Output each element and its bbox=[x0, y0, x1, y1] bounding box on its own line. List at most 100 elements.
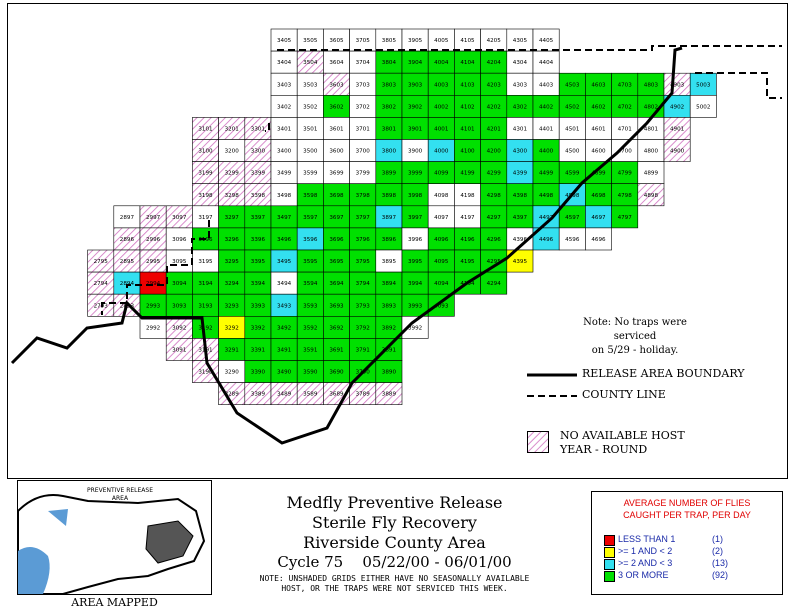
grid-cell-4696 bbox=[585, 227, 612, 251]
grid-cell-label: 4800 bbox=[644, 149, 659, 155]
grid-cell-label: 4105 bbox=[460, 38, 475, 44]
grid-cell-label: 4500 bbox=[565, 149, 580, 155]
grid-cell-label: 4201 bbox=[487, 127, 502, 133]
legend-heading: AVERAGE NUMBER OF FLIES CAUGHT PER TRAP,… bbox=[592, 497, 782, 521]
grid-cell-label: 3693 bbox=[329, 303, 344, 309]
grid-cell-label: 3602 bbox=[329, 104, 343, 110]
grid-cell-label: 4003 bbox=[434, 82, 449, 88]
grid-cell-label: 3804 bbox=[382, 60, 397, 66]
no-host-legend-label: NO AVAILABLE HOST YEAR - ROUND bbox=[560, 429, 685, 457]
grid-cell-label: 4402 bbox=[539, 104, 553, 110]
grid-cell-label: 3796 bbox=[356, 237, 371, 243]
grid-cell-label: 3600 bbox=[329, 149, 344, 155]
grid-cell-5002 bbox=[689, 95, 717, 118]
grid-cell-label: 3690 bbox=[329, 370, 344, 376]
grid-cell-label: 4696 bbox=[591, 237, 606, 243]
grid-cell-4395 bbox=[506, 249, 534, 273]
title-line-3: Riverside County Area bbox=[303, 533, 486, 552]
no-host-line-1: NO AVAILABLE HOST bbox=[560, 429, 685, 442]
grid-cell-label: 2996 bbox=[146, 237, 161, 243]
grid-cell-label: 2795 bbox=[94, 259, 109, 265]
grid-cell-label: 4102 bbox=[460, 104, 474, 110]
legend-item-less-than-1: LESS THAN 1 (1) bbox=[604, 534, 723, 546]
grid-cell-label: 4398 bbox=[513, 193, 528, 199]
grid-cell-label: 3898 bbox=[382, 193, 397, 199]
grid-cell-label: 3498 bbox=[277, 193, 292, 199]
grid-cell-label: 3300 bbox=[251, 149, 266, 155]
grid-cell-label: 3100 bbox=[198, 149, 213, 155]
grid-cell-label: 4397 bbox=[513, 215, 528, 221]
grid-cell-label: 4699 bbox=[591, 171, 606, 177]
grid-cell-label: 4097 bbox=[434, 215, 449, 221]
grid-cell-label: 3692 bbox=[329, 325, 343, 331]
grid-cell-label: 2895 bbox=[120, 259, 135, 265]
grid-cell-label: 3093 bbox=[172, 303, 187, 309]
grid-cell-label: 4295 bbox=[487, 259, 502, 265]
legend-count: (2) bbox=[712, 546, 723, 556]
grid-cell-label: 4498 bbox=[539, 193, 554, 199]
grid-cell-label: 4902 bbox=[670, 104, 684, 110]
grid-cell-label: 3798 bbox=[356, 193, 371, 199]
grid-cell-label: 4903 bbox=[670, 82, 685, 88]
title-note: NOTE: UNSHADED GRIDS EITHER HAVE NO SEAS… bbox=[222, 574, 567, 594]
grid-cell-label: 4801 bbox=[644, 127, 659, 133]
grid-cell-label: 3993 bbox=[408, 303, 423, 309]
grid-cell-label: 3889 bbox=[382, 392, 397, 398]
grid-cell-label: 3096 bbox=[172, 237, 187, 243]
grid-cell-label: 4100 bbox=[460, 149, 475, 155]
grid-cell-label: 3696 bbox=[329, 237, 344, 243]
inset-map bbox=[17, 494, 206, 595]
grid-cell-label: 3691 bbox=[329, 348, 344, 354]
grid-cell-label: 3799 bbox=[356, 171, 371, 177]
grid-cell-label: 3892 bbox=[382, 325, 396, 331]
legend-count: (92) bbox=[712, 570, 729, 580]
grid-cell-label: 3701 bbox=[356, 127, 371, 133]
title-block: Medfly Preventive Release Sterile Fly Re… bbox=[222, 493, 567, 571]
grid-cell-label: 2994 bbox=[146, 281, 161, 287]
grid-cell-label: 3399 bbox=[251, 171, 266, 177]
area-mapped-inset: PREVENTIVE RELEASE AREA bbox=[17, 480, 212, 595]
grid-cell-label: 3791 bbox=[356, 348, 371, 354]
grid-cell-label: 4099 bbox=[434, 171, 449, 177]
grid-cell-label: 4103 bbox=[460, 82, 475, 88]
grid-cell-label: 2896 bbox=[120, 237, 135, 243]
grid-cell-label: 3201 bbox=[225, 127, 240, 133]
grid-cell-label: 3905 bbox=[408, 38, 423, 44]
grid-cell-label: 4703 bbox=[618, 82, 633, 88]
grid-cell-label: 4195 bbox=[460, 259, 475, 265]
grid-cell-label: 3192 bbox=[198, 325, 212, 331]
grid-cell-label: 3499 bbox=[277, 171, 292, 177]
grid-cell-label: 3391 bbox=[251, 348, 266, 354]
grid-cell-label: 3505 bbox=[303, 38, 318, 44]
grid-cell-label: 3589 bbox=[303, 392, 318, 398]
grid-cell-label: 4403 bbox=[539, 82, 554, 88]
grid-cell-label: 3592 bbox=[303, 325, 317, 331]
grid-cell-label: 3200 bbox=[225, 149, 240, 155]
grid-cell-label: 4096 bbox=[434, 237, 449, 243]
grid-cell-label: 4502 bbox=[565, 104, 579, 110]
grid-cell-label: 4496 bbox=[539, 237, 554, 243]
grid-cell-label: 3396 bbox=[251, 237, 266, 243]
county-line-legend-swatch bbox=[527, 395, 577, 397]
grid-cell-label: 3802 bbox=[382, 104, 396, 110]
legend-label: LESS THAN 1 bbox=[618, 534, 676, 544]
title-note-line-1: NOTE: UNSHADED GRIDS EITHER HAVE NO SEAS… bbox=[259, 574, 530, 583]
grid-cell-label: 3092 bbox=[172, 325, 186, 331]
grid-cell-4797 bbox=[611, 205, 639, 229]
grid-cell-4898 bbox=[637, 183, 665, 207]
county-line-southwest bbox=[101, 220, 210, 315]
cycle-row: Cycle 75 05/22/00 - 06/01/00 bbox=[222, 553, 567, 571]
grid-cell-label: 3893 bbox=[382, 303, 397, 309]
grid-cell-label: 4802 bbox=[644, 104, 658, 110]
map-note-line-1: Note: No traps were serviced bbox=[583, 317, 687, 342]
grid-cell-label: 4497 bbox=[539, 215, 554, 221]
grid-cell-label: 3198 bbox=[198, 193, 213, 199]
grid-cell-label: 3392 bbox=[251, 325, 265, 331]
legend-swatch-yellow bbox=[604, 547, 615, 558]
grid-cell-label: 3296 bbox=[225, 237, 240, 243]
grid-cell-label: 4603 bbox=[591, 82, 606, 88]
grid-cell-label: 4797 bbox=[618, 215, 633, 221]
grid-cell-label: 2992 bbox=[146, 325, 160, 331]
grid-cell-label: 3794 bbox=[356, 281, 371, 287]
grid-cell-label: 4198 bbox=[460, 193, 475, 199]
